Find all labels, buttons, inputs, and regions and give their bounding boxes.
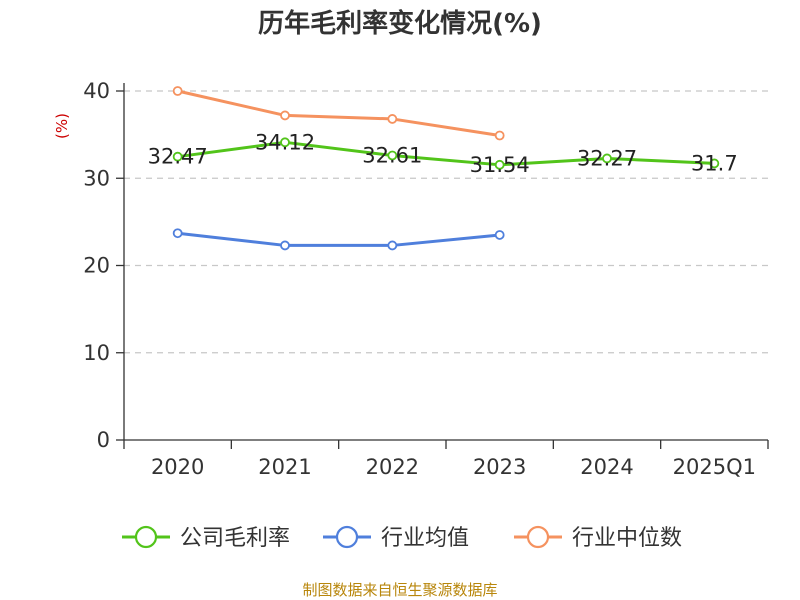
y-tick-label: 40 — [83, 79, 110, 103]
data-point — [387, 150, 398, 161]
data-point — [709, 158, 720, 169]
legend-item: 行业中位数 — [514, 525, 682, 551]
data-point — [280, 137, 290, 148]
y-axis-label: (%) — [53, 113, 71, 139]
legend-label: 行业均值 — [381, 526, 469, 551]
y-tick-label: 30 — [83, 166, 110, 190]
grid-lines — [124, 90, 768, 354]
y-tick-label: 20 — [83, 254, 110, 278]
data-point — [172, 228, 183, 239]
chart-title: 历年毛利率变化情况(%) — [258, 8, 542, 39]
data-point — [494, 159, 505, 170]
data-label: 32.27 — [577, 146, 637, 170]
series-line — [177, 231, 500, 247]
data-point — [494, 230, 505, 240]
legend-marker — [526, 525, 550, 549]
x-tick-labels: 2020 2021 2022 2023 2024 2025Q1 — [151, 455, 756, 479]
data-point — [280, 110, 290, 121]
data-label: 32.47 — [148, 145, 208, 169]
x-tick-label: 2024 — [580, 455, 633, 479]
data-label: 31.7 — [691, 151, 738, 175]
data-point — [172, 151, 183, 162]
data-point — [494, 130, 505, 141]
x-tick-label: 2022 — [366, 455, 419, 479]
data-labels: 32.47 34.12 32.61 31.54 32.27 31.7 — [148, 130, 738, 177]
series-lines — [172, 86, 720, 251]
legend-item: 行业均值 — [323, 525, 469, 551]
y-tick-label: 0 — [97, 428, 110, 452]
legend: 公司毛利率 行业均值 行业中位数 — [122, 525, 682, 551]
y-tick-label: 10 — [83, 341, 110, 365]
data-point — [387, 240, 398, 251]
data-point — [602, 153, 612, 164]
data-label: 31.54 — [470, 153, 530, 177]
data-point — [280, 240, 290, 251]
legend-marker — [335, 525, 359, 549]
x-tick-label: 2020 — [151, 455, 204, 479]
x-tick-label: 2021 — [258, 455, 311, 479]
axes — [116, 83, 769, 449]
data-label: 32.61 — [362, 143, 422, 167]
series-line — [177, 140, 715, 167]
data-label: 34.12 — [255, 130, 315, 154]
x-tick-label: 2025Q1 — [673, 455, 756, 479]
series-line — [177, 89, 500, 137]
y-tick-labels: 0 10 20 30 40 — [83, 79, 110, 452]
source-note: 制图数据来自恒生聚源数据库 — [302, 581, 497, 599]
data-point — [387, 114, 398, 124]
data-point — [172, 86, 183, 96]
legend-label: 行业中位数 — [572, 526, 682, 551]
legend-item: 公司毛利率 — [122, 525, 290, 551]
legend-label: 公司毛利率 — [180, 526, 290, 551]
legend-marker — [134, 525, 158, 549]
x-tick-label: 2023 — [473, 455, 526, 479]
